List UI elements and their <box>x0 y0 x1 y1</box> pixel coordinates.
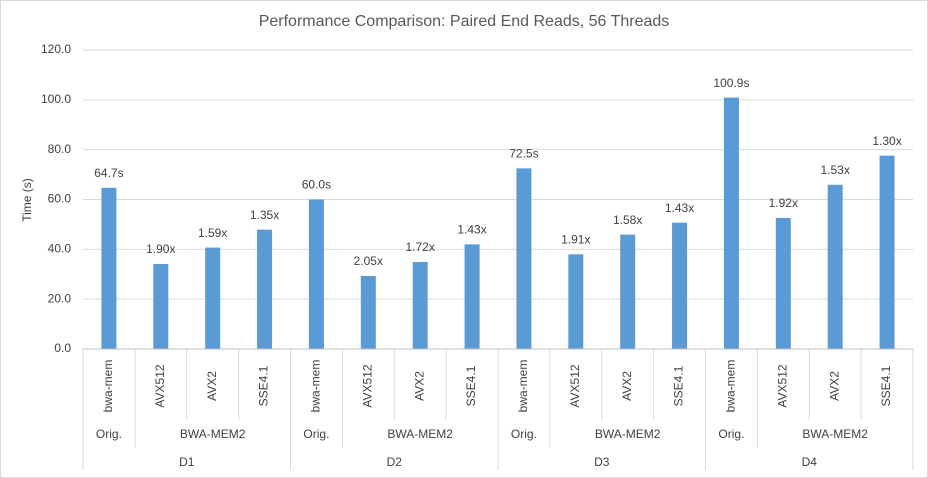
dataset-label: D1 <box>179 455 195 469</box>
group-label: BWA-MEM2 <box>180 427 246 441</box>
y-tick-label: 120.0 <box>41 42 71 56</box>
bar <box>308 199 324 349</box>
group-label: Orig. <box>511 427 537 441</box>
data-label: 1.30x <box>872 134 901 148</box>
x-tick-label: bwa-mem <box>724 360 738 413</box>
dataset-label: D3 <box>594 455 610 469</box>
y-tick-label: 80.0 <box>48 142 72 156</box>
bar <box>101 187 117 349</box>
data-label: 60.0s <box>302 178 331 192</box>
group-label: BWA-MEM2 <box>595 427 661 441</box>
y-tick-label: 40.0 <box>48 242 72 256</box>
bar <box>879 155 895 349</box>
x-tick-label: AVX2 <box>827 371 841 401</box>
bar <box>257 229 273 349</box>
bar <box>620 234 636 349</box>
x-tick-label: AVX512 <box>775 364 789 407</box>
group-label: BWA-MEM2 <box>802 427 868 441</box>
y-axis-label: Time (s) <box>20 178 34 222</box>
data-label: 1.35x <box>250 208 279 222</box>
bar <box>360 275 376 349</box>
x-tick-label: bwa-mem <box>101 360 115 413</box>
x-tick-label: SSE4.1 <box>257 365 271 406</box>
x-tick-label: AVX2 <box>412 371 426 401</box>
bar <box>568 254 584 349</box>
bar <box>775 217 791 349</box>
x-tick-label: SSE4.1 <box>464 365 478 406</box>
y-tick-label: 20.0 <box>48 291 72 305</box>
dataset-label: D4 <box>802 455 818 469</box>
data-label: 64.7s <box>94 166 123 180</box>
data-label: 1.91x <box>561 232 590 246</box>
group-label: Orig. <box>303 427 329 441</box>
bar <box>412 262 428 349</box>
x-tick-label: bwa-mem <box>516 360 530 413</box>
bar <box>827 184 843 349</box>
x-tick-label: AVX2 <box>620 371 634 401</box>
data-label: 1.53x <box>821 163 850 177</box>
data-label: 1.43x <box>665 201 694 215</box>
data-label: 2.05x <box>354 254 383 268</box>
chart-title: Performance Comparison: Paired End Reads… <box>259 13 670 30</box>
data-label: 1.43x <box>457 223 486 237</box>
dataset-label: D2 <box>387 455 403 469</box>
group-label: Orig. <box>718 427 744 441</box>
bar <box>723 97 739 349</box>
data-label: 1.72x <box>406 240 435 254</box>
x-tick-label: AVX2 <box>205 371 219 401</box>
data-label: 100.9s <box>713 76 749 90</box>
x-tick-label: SSE4.1 <box>672 365 686 406</box>
data-label: 72.5s <box>509 147 538 161</box>
y-tick-label: 0.0 <box>54 341 71 355</box>
data-label: 1.90x <box>146 242 175 256</box>
x-tick-label: AVX512 <box>153 364 167 407</box>
bar <box>672 222 688 349</box>
y-tick-label: 60.0 <box>48 192 72 206</box>
data-label: 1.59x <box>198 226 227 240</box>
bar <box>464 244 480 349</box>
x-tick-label: AVX512 <box>568 364 582 407</box>
group-label: BWA-MEM2 <box>387 427 453 441</box>
x-tick-label: bwa-mem <box>309 360 323 413</box>
bar <box>153 264 169 349</box>
group-label: Orig. <box>96 427 122 441</box>
bar <box>205 247 221 349</box>
data-label: 1.58x <box>613 213 642 227</box>
bar <box>516 168 532 349</box>
x-tick-label: AVX512 <box>360 364 374 407</box>
data-label: 1.92x <box>769 196 798 210</box>
x-tick-label: SSE4.1 <box>879 365 893 406</box>
y-tick-label: 100.0 <box>41 92 71 106</box>
